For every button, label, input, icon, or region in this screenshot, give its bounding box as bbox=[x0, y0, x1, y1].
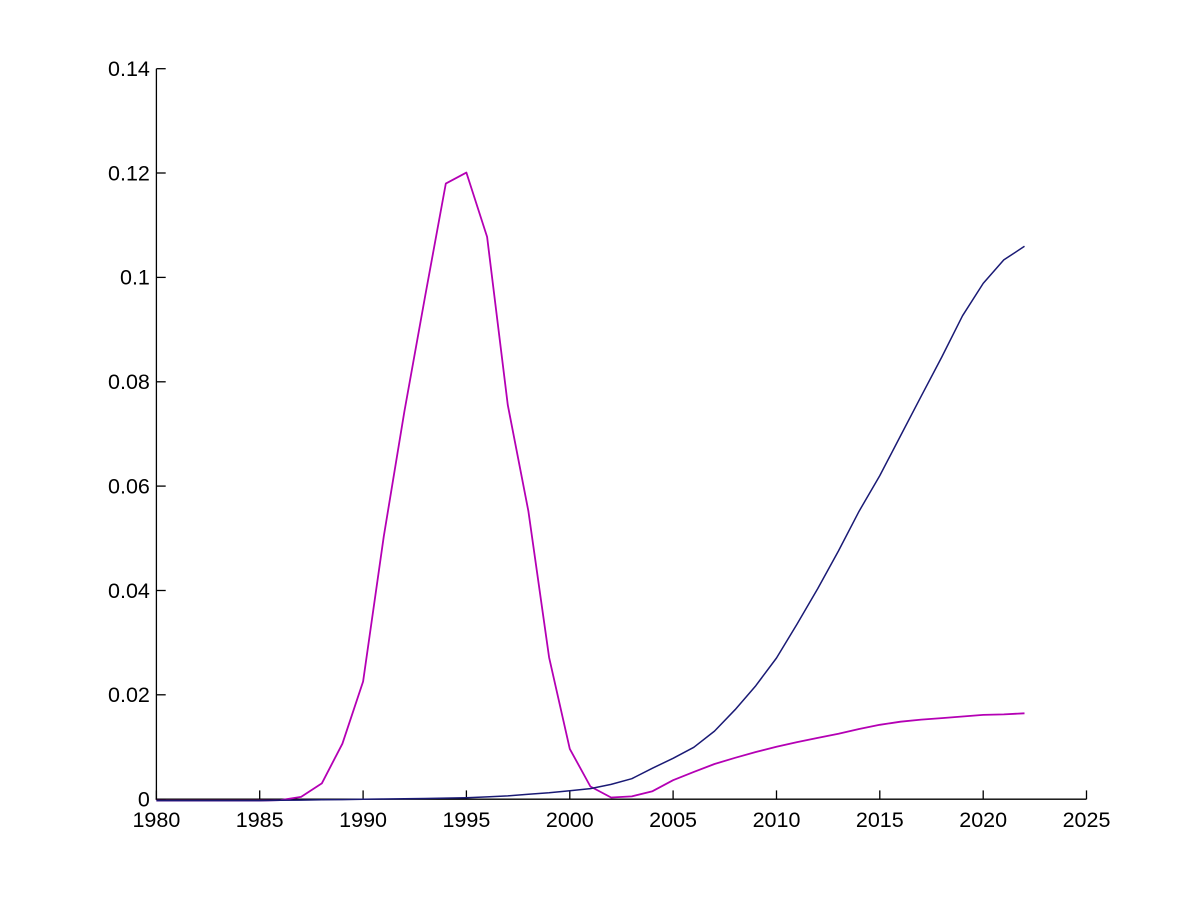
svg-text:0.12: 0.12 bbox=[108, 161, 150, 185]
svg-text:0.04: 0.04 bbox=[108, 579, 150, 603]
svg-text:2015: 2015 bbox=[856, 808, 904, 832]
svg-text:0.08: 0.08 bbox=[108, 370, 150, 394]
svg-text:0.14: 0.14 bbox=[108, 57, 150, 81]
svg-text:0.1: 0.1 bbox=[120, 266, 150, 290]
svg-text:0.06: 0.06 bbox=[108, 474, 150, 498]
svg-text:1995: 1995 bbox=[442, 808, 490, 832]
svg-text:1990: 1990 bbox=[339, 808, 387, 832]
svg-text:1985: 1985 bbox=[236, 808, 284, 832]
svg-text:1980: 1980 bbox=[132, 808, 180, 832]
svg-text:2005: 2005 bbox=[649, 808, 697, 832]
svg-text:2020: 2020 bbox=[959, 808, 1007, 832]
svg-text:2025: 2025 bbox=[1063, 808, 1111, 832]
svg-text:2010: 2010 bbox=[753, 808, 801, 832]
svg-text:2000: 2000 bbox=[546, 808, 594, 832]
svg-text:0.02: 0.02 bbox=[108, 683, 150, 707]
svg-text:0: 0 bbox=[138, 788, 150, 812]
